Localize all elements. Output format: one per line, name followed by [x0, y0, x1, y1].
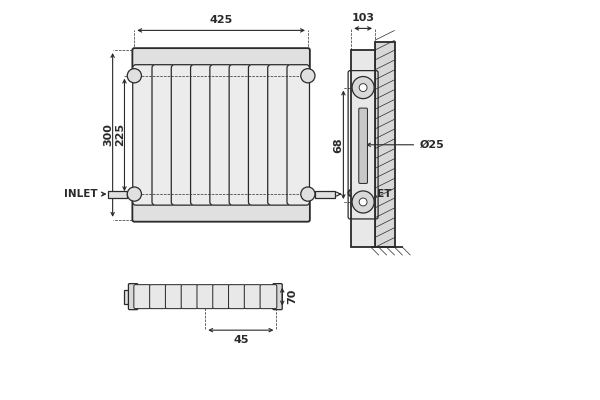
FancyBboxPatch shape	[273, 284, 282, 310]
Text: Ø25: Ø25	[421, 140, 445, 150]
FancyBboxPatch shape	[128, 284, 138, 310]
FancyBboxPatch shape	[166, 285, 182, 309]
Text: OUTLET: OUTLET	[347, 189, 392, 199]
Bar	[107, 190, 127, 198]
FancyBboxPatch shape	[197, 285, 214, 309]
FancyBboxPatch shape	[181, 285, 198, 309]
Bar	[351, 50, 375, 247]
Circle shape	[352, 76, 374, 99]
FancyBboxPatch shape	[133, 48, 310, 70]
Circle shape	[127, 187, 142, 201]
FancyBboxPatch shape	[133, 200, 310, 222]
FancyBboxPatch shape	[152, 65, 175, 205]
Bar	[124, 290, 134, 304]
Bar	[315, 190, 335, 198]
FancyBboxPatch shape	[260, 285, 277, 309]
Text: 68: 68	[334, 137, 344, 152]
FancyBboxPatch shape	[359, 108, 367, 184]
Circle shape	[301, 69, 315, 83]
FancyBboxPatch shape	[191, 65, 213, 205]
Circle shape	[301, 187, 315, 201]
Circle shape	[359, 84, 367, 92]
Bar	[375, 42, 395, 247]
FancyBboxPatch shape	[133, 65, 155, 205]
Circle shape	[352, 191, 374, 213]
FancyBboxPatch shape	[210, 65, 232, 205]
FancyBboxPatch shape	[287, 65, 310, 205]
FancyBboxPatch shape	[171, 65, 194, 205]
FancyBboxPatch shape	[213, 285, 229, 309]
Text: 425: 425	[209, 15, 233, 25]
FancyBboxPatch shape	[229, 285, 245, 309]
Text: 300: 300	[103, 124, 113, 146]
Text: 70: 70	[287, 289, 297, 304]
FancyBboxPatch shape	[268, 65, 290, 205]
Circle shape	[127, 69, 142, 83]
Text: 225: 225	[115, 123, 125, 146]
FancyBboxPatch shape	[149, 285, 166, 309]
Text: 103: 103	[352, 13, 374, 23]
FancyBboxPatch shape	[244, 285, 261, 309]
FancyBboxPatch shape	[134, 285, 151, 309]
FancyBboxPatch shape	[229, 65, 251, 205]
FancyBboxPatch shape	[248, 65, 271, 205]
Circle shape	[359, 198, 367, 206]
Text: 45: 45	[233, 335, 248, 345]
Text: INLET: INLET	[64, 189, 98, 199]
